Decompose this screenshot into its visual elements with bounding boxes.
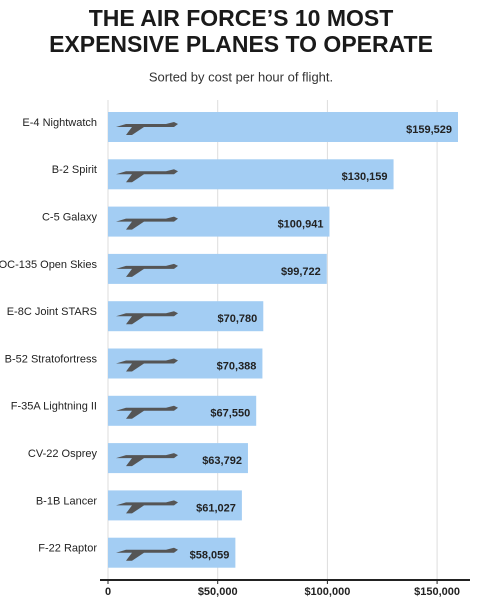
plane-icon (116, 169, 178, 183)
value-label: $100,941 (278, 219, 324, 231)
x-tick-label: $150,000 (414, 586, 460, 598)
y-tick-label: B-1B Lancer (36, 495, 97, 507)
y-tick-label: F-35A Lightning II (11, 401, 97, 413)
x-tick-label: $50,000 (198, 586, 238, 598)
chart-title: EXPENSIVE PLANES TO OPERATE (49, 31, 433, 57)
plane-icon (116, 311, 178, 325)
x-tick-label: $100,000 (304, 586, 350, 598)
plane-icon (116, 453, 178, 467)
value-label: $63,792 (202, 455, 242, 467)
value-label: $67,550 (210, 408, 250, 420)
plane-icon (116, 405, 178, 419)
y-tick-label: F-22 Raptor (38, 543, 97, 555)
chart-subtitle: Sorted by cost per hour of flight. (149, 69, 333, 84)
chart-title: THE AIR FORCE’S 10 MOST (89, 5, 394, 31)
y-tick-label: OC-135 Open Skies (0, 259, 97, 271)
value-label: $99,722 (281, 266, 321, 278)
value-label: $159,529 (406, 124, 452, 136)
plane-icon (116, 216, 178, 230)
y-tick-label: B-52 Stratofortress (5, 353, 98, 365)
plane-icon (116, 358, 178, 372)
y-tick-label: E-4 Nightwatch (22, 117, 97, 129)
value-label: $130,159 (342, 171, 388, 183)
plane-icon (116, 122, 178, 135)
y-tick-label: C-5 Galaxy (42, 212, 98, 224)
value-label: $70,388 (217, 360, 257, 372)
plane-icon (116, 263, 178, 277)
y-tick-label: B-2 Spirit (52, 164, 97, 176)
y-tick-label: E-8C Joint STARS (7, 306, 97, 318)
value-label: $70,780 (218, 313, 258, 325)
y-tick-label: CV-22 Osprey (28, 448, 98, 460)
plane-icon (116, 547, 178, 561)
value-label: $58,059 (190, 550, 230, 562)
value-label: $61,027 (196, 502, 236, 514)
x-tick-label: 0 (105, 586, 111, 598)
plane-icon (116, 500, 178, 514)
